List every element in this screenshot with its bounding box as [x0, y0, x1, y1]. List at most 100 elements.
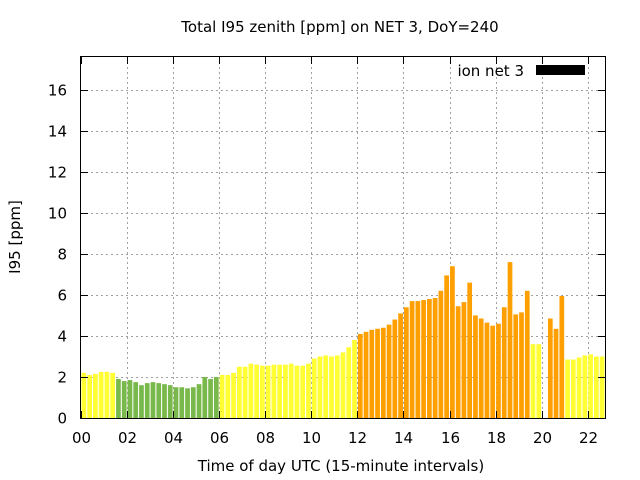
bar — [121, 381, 127, 418]
x-tick-label: 18 — [487, 429, 506, 447]
bar — [369, 329, 375, 418]
y-tick-label: 8 — [57, 246, 67, 264]
bar — [547, 318, 553, 418]
bar — [357, 333, 363, 418]
bar — [467, 282, 473, 419]
bar — [294, 365, 300, 418]
legend-label: ion net 3 — [457, 62, 524, 80]
bar — [415, 301, 421, 418]
bar — [254, 364, 259, 418]
bar — [334, 355, 340, 418]
y-axis-label: I95 [ppm] — [6, 200, 24, 274]
y-tick-label: 4 — [57, 328, 67, 346]
bar — [139, 385, 144, 418]
bar — [133, 382, 139, 418]
bar — [185, 388, 190, 418]
x-tick-label: 06 — [210, 429, 229, 447]
bar — [432, 298, 438, 418]
bar — [444, 275, 450, 418]
bar — [380, 327, 386, 418]
bar — [519, 312, 524, 418]
bar — [450, 266, 455, 418]
legend: ion net 3 — [457, 62, 585, 80]
bar — [386, 324, 392, 418]
bar — [421, 300, 426, 418]
bar — [438, 290, 444, 418]
bar — [490, 325, 496, 418]
bar — [248, 363, 254, 418]
bar — [156, 383, 162, 418]
x-tick-label: 08 — [256, 429, 275, 447]
bar — [599, 356, 605, 418]
bar — [427, 299, 432, 418]
bar — [496, 323, 501, 418]
bar — [484, 322, 490, 418]
x-tick-label: 10 — [302, 429, 321, 447]
bar — [167, 385, 173, 418]
bar — [398, 313, 403, 418]
y-tick-label: 16 — [48, 82, 67, 100]
y-tick-label: 12 — [48, 164, 67, 182]
y-tick-label: 0 — [57, 410, 67, 428]
legend-swatch — [536, 65, 585, 75]
bar — [127, 380, 133, 418]
bar — [375, 328, 380, 418]
bar — [196, 384, 202, 418]
bar — [162, 384, 167, 418]
bar — [582, 355, 588, 418]
bar — [478, 318, 484, 418]
bar — [300, 365, 306, 418]
bar — [208, 379, 213, 418]
bar — [513, 314, 519, 418]
y-tick-label: 2 — [57, 369, 67, 387]
bar — [236, 366, 242, 418]
bar — [265, 365, 271, 418]
x-tick-label: 14 — [394, 429, 413, 447]
grid — [81, 57, 605, 418]
bar — [213, 376, 219, 418]
bar — [190, 387, 196, 418]
bar — [363, 331, 369, 418]
bar — [530, 344, 536, 418]
bar — [409, 301, 415, 418]
bar — [461, 302, 467, 418]
bar — [150, 382, 156, 418]
bar — [501, 307, 507, 418]
bar — [260, 365, 265, 418]
bar — [352, 340, 357, 418]
bar — [110, 372, 116, 419]
bar — [570, 359, 576, 418]
bar — [588, 354, 593, 418]
x-tick-label: 04 — [164, 429, 183, 447]
bar — [559, 295, 565, 418]
bar — [225, 374, 231, 418]
plot-frame — [80, 56, 606, 419]
bar — [317, 356, 323, 418]
bar — [144, 383, 150, 418]
y-tick-label: 14 — [48, 123, 67, 141]
bar — [392, 319, 398, 418]
bar — [93, 373, 98, 418]
bar — [242, 366, 248, 418]
x-tick-label: 16 — [441, 429, 460, 447]
x-tick-label: 00 — [72, 429, 91, 447]
bar — [524, 290, 530, 418]
bar — [536, 344, 542, 418]
bar — [553, 328, 559, 418]
bar — [104, 371, 110, 418]
y-tick-label: 10 — [48, 205, 67, 223]
bar — [87, 374, 92, 418]
x-tick-label: 02 — [118, 429, 137, 447]
bar — [98, 371, 104, 418]
bar — [277, 364, 283, 418]
bar — [179, 387, 185, 418]
bar — [311, 358, 317, 418]
bar — [306, 363, 311, 418]
bar — [340, 352, 346, 418]
bar — [271, 364, 277, 418]
y-tick-label: 6 — [57, 287, 67, 305]
bar — [202, 376, 208, 418]
bars — [81, 262, 605, 419]
bar — [283, 364, 288, 418]
